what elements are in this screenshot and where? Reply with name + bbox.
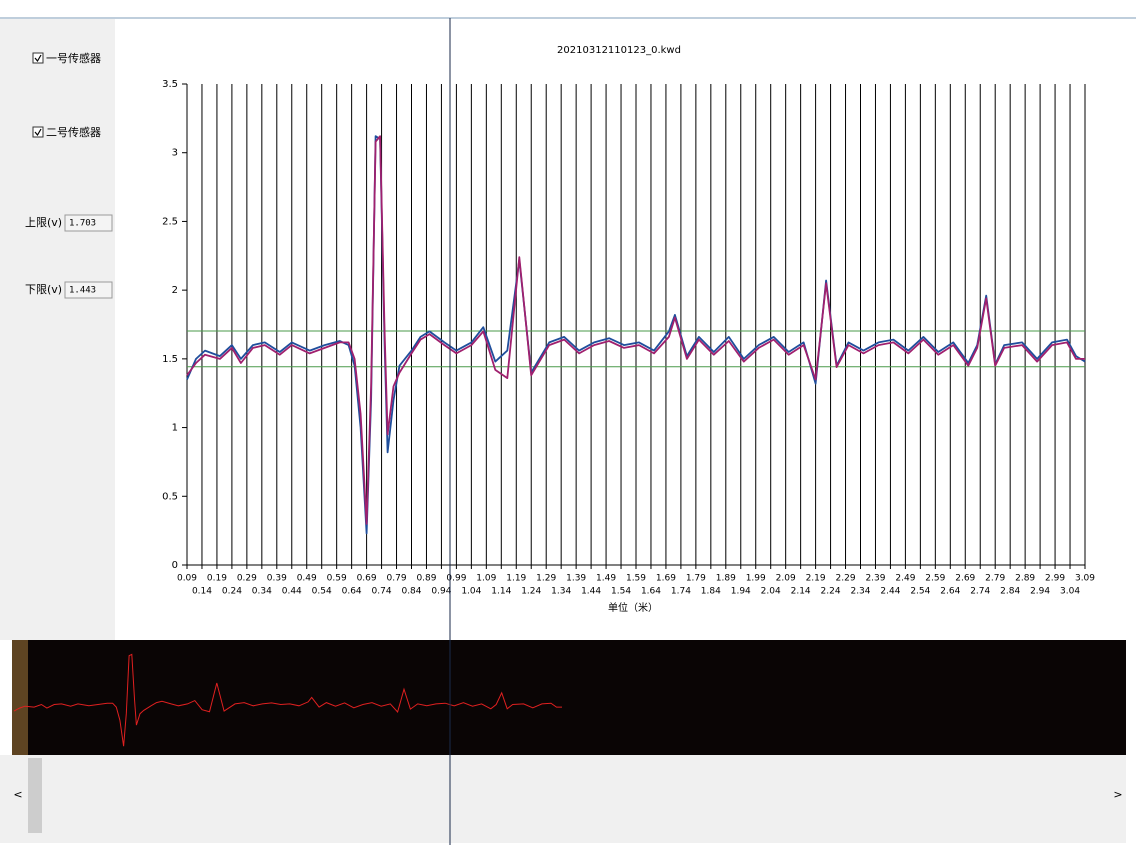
checkbox[interactable]: [32, 126, 44, 138]
scrollbar-track[interactable]: [0, 755, 1126, 843]
x-tick-label: 2.24: [821, 587, 841, 597]
x-tick-label: 2.94: [1030, 587, 1050, 597]
x-tick-label: 0.94: [431, 587, 451, 597]
checkbox[interactable]: [32, 52, 44, 64]
x-tick-label: 0.59: [327, 574, 347, 584]
x-tick-label: 0.64: [342, 587, 362, 597]
x-tick-label: 2.64: [940, 587, 960, 597]
x-tick-label: 0.19: [207, 574, 227, 584]
y-tick-label: 2.5: [162, 216, 178, 227]
x-tick-label: 3.09: [1075, 574, 1095, 584]
x-tick-label: 1.54: [611, 587, 631, 597]
x-tick-label: 1.84: [701, 587, 721, 597]
checkbox-label[interactable]: 二号传感器: [46, 126, 101, 139]
x-tick-label: 2.69: [955, 574, 975, 584]
lower-limit-value[interactable]: 1.443: [69, 286, 96, 296]
x-tick-label: 2.14: [791, 587, 811, 597]
x-tick-label: 2.04: [761, 587, 781, 597]
y-tick-label: 2: [172, 285, 178, 296]
x-tick-label: 0.39: [267, 574, 287, 584]
x-tick-label: 2.19: [806, 574, 826, 584]
checkmark: [34, 128, 42, 137]
x-tick-label: 2.39: [865, 574, 885, 584]
x-tick-label: 1.19: [506, 574, 526, 584]
x-tick-label: 0.24: [222, 587, 242, 597]
upper-limit-label: 上限(v): [25, 216, 62, 229]
x-tick-label: 1.09: [476, 574, 496, 584]
x-tick-label: 2.34: [850, 587, 870, 597]
x-tick-label: 1.64: [641, 587, 661, 597]
upper-limit-value[interactable]: 1.703: [69, 219, 96, 229]
x-tick-label: 0.09: [177, 574, 197, 584]
x-tick-label: 0.84: [401, 587, 421, 597]
x-tick-label: 2.99: [1045, 574, 1065, 584]
left-panel: [0, 19, 115, 640]
plot: 0.09 0.14 0.19 0.24 0.29 0.34 0.39 0.44 0.49 0.54…: [13, 79, 1095, 747]
x-tick-label: 0.54: [312, 587, 332, 597]
x-tick-label: 1.99: [746, 574, 766, 584]
x-axis-label: 单位（米）: [608, 601, 658, 614]
y-tick-label: 1.5: [162, 354, 178, 365]
right-margin: [1126, 19, 1136, 845]
x-tick-label: 1.59: [626, 574, 646, 584]
upper-limit-input[interactable]: [64, 214, 113, 232]
scroll-right[interactable]: >: [1113, 788, 1122, 801]
x-tick-label: 0.89: [416, 574, 436, 584]
overview-line: [13, 653, 562, 747]
x-tick-label: 1.24: [521, 587, 541, 597]
x-tick-label: 0.29: [237, 574, 257, 584]
x-tick-label: 1.04: [461, 587, 481, 597]
x-tick-label: 1.44: [581, 587, 601, 597]
x-tick-label: 1.49: [596, 574, 616, 584]
x-tick-label: 1.79: [686, 574, 706, 584]
x-tick-label: 1.29: [536, 574, 556, 584]
lower-limit-input[interactable]: [64, 281, 113, 299]
lower-limit-label: 下限(v): [25, 283, 62, 296]
x-tick-label: 0.49: [297, 574, 317, 584]
x-tick-label: 1.39: [566, 574, 586, 584]
x-tick-label: 2.49: [895, 574, 915, 584]
x-tick-label: 1.94: [731, 587, 751, 597]
scroll-left[interactable]: <: [13, 788, 22, 801]
overview-strip: [12, 640, 28, 755]
overview-panel: [12, 640, 1126, 755]
x-tick-label: 2.84: [1000, 587, 1020, 597]
x-tick-label: 2.09: [776, 574, 796, 584]
x-tick-label: 0.79: [387, 574, 407, 584]
scrollbar-thumb[interactable]: [28, 758, 42, 833]
x-tick-label: 3.04: [1060, 587, 1080, 597]
x-tick-label: 0.34: [252, 587, 272, 597]
x-tick-label: 1.69: [656, 574, 676, 584]
y-tick-label: 1: [172, 423, 178, 434]
x-tick-label: 0.14: [192, 587, 212, 597]
x-tick-label: 0.99: [446, 574, 466, 584]
x-tick-label: 2.54: [910, 587, 930, 597]
x-tick-label: 1.14: [491, 587, 511, 597]
y-tick-label: 3.5: [162, 79, 178, 90]
x-tick-label: 1.89: [716, 574, 736, 584]
x-tick-label: 2.89: [1015, 574, 1035, 584]
y-tick-label: 3: [172, 148, 178, 159]
x-tick-label: 2.79: [985, 574, 1005, 584]
x-tick-label: 1.74: [671, 587, 691, 597]
x-tick-label: 0.74: [372, 587, 392, 597]
x-tick-label: 1.34: [551, 587, 571, 597]
x-tick-label: 2.59: [925, 574, 945, 584]
chart-title: 20210312110123_0.kwd: [557, 45, 681, 56]
x-tick-label: 2.74: [970, 587, 990, 597]
x-tick-label: 0.44: [282, 587, 302, 597]
series-line: [186, 135, 1085, 525]
checkbox-label[interactable]: 一号传感器: [46, 52, 101, 65]
y-tick-label: 0: [172, 560, 178, 571]
y-tick-label: 0.5: [162, 491, 178, 502]
x-tick-label: 2.29: [836, 574, 856, 584]
checkmark: [34, 54, 42, 63]
x-tick-label: 0.69: [357, 574, 377, 584]
x-tick-label: 2.44: [880, 587, 900, 597]
